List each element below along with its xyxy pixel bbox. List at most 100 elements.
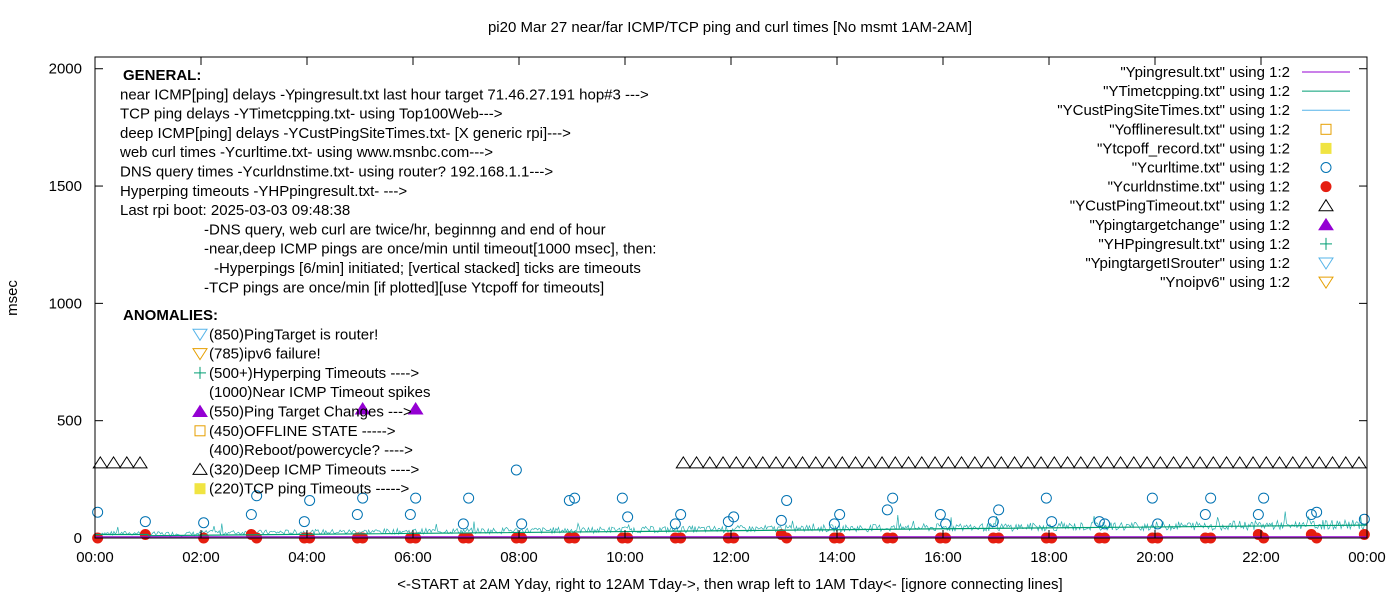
series-0-point <box>980 455 996 469</box>
legend: "Ypingresult.txt" using 1:2 "YTimetcpping… <box>1057 64 1350 291</box>
general-annotations: GENERAL: near ICMP[ping] delays -Ypingres… <box>119 67 656 296</box>
legend-entry: "Ynoipv6" using 1:2 <box>1160 274 1290 291</box>
series-2-point <box>1040 492 1052 504</box>
legend-entry: "Ycurltime.txt" using 1:2 <box>1132 160 1290 177</box>
series-2-point <box>887 492 899 504</box>
legend-swatch <box>1318 217 1334 231</box>
series-0-point <box>1099 455 1116 469</box>
series-2-point <box>881 504 893 516</box>
series-2-point <box>1093 516 1105 528</box>
anomalies-heading: ANOMALIES: <box>123 307 218 324</box>
x-tick-label: 00:00 <box>1348 549 1386 566</box>
y-tick-labels: 0 500 1000 1500 2000 <box>49 61 82 547</box>
series-0-point <box>1271 455 1288 469</box>
series-0-point <box>1311 455 1328 469</box>
y-tick-label: 1500 <box>49 178 82 195</box>
series-2-point <box>304 494 316 506</box>
series-2-point <box>198 517 210 529</box>
anomaly-marker <box>192 462 208 475</box>
legend-entry: "YpingtargetISrouter" using 1:2 <box>1085 255 1290 272</box>
series-2-point <box>675 509 687 521</box>
series-2-point <box>993 504 1005 516</box>
series-2-point <box>728 511 740 523</box>
series-2-point <box>245 509 257 521</box>
x-tick-label: 20:00 <box>1136 549 1174 566</box>
series-0-point <box>1178 455 1195 469</box>
y-axis-label: msec <box>4 280 21 316</box>
series-0-point <box>1019 455 1036 469</box>
series-0-point <box>1006 455 1023 469</box>
legend-entry: "YCustPingSiteTimes.txt" using 1:2 <box>1057 102 1290 119</box>
general-note: -Hyperpings [6/min] initiated; [vertical… <box>214 260 641 277</box>
series-2-point <box>1099 518 1111 530</box>
legend-entry: "YCustPingTimeout.txt" using 1:2 <box>1070 198 1290 215</box>
anomaly-note: (550)Ping Target Changes ---> <box>209 404 412 421</box>
series-2-point <box>1358 513 1370 525</box>
anomaly-marker <box>192 328 208 342</box>
series-2-point <box>934 509 946 521</box>
series-0-point <box>1245 455 1261 469</box>
series-0-point <box>887 455 904 469</box>
series-0-point <box>900 455 917 469</box>
series-0-point <box>1258 455 1275 469</box>
series-0-point <box>847 455 864 469</box>
legend-entry: "YTimetcpping.txt" using 1:2 <box>1103 83 1290 100</box>
series-0-point <box>834 455 851 469</box>
series-0-point <box>913 455 930 469</box>
series-1-point <box>407 402 424 415</box>
series-2-point <box>781 494 793 506</box>
legend-swatch <box>1318 276 1334 290</box>
anomaly-marker <box>194 366 206 379</box>
series-0-point <box>1324 455 1341 469</box>
series-0-point <box>807 455 824 469</box>
x-tick-label: 16:00 <box>924 549 962 566</box>
series-0-point <box>715 455 731 469</box>
series-0-point <box>1046 455 1063 469</box>
series-0-point <box>92 455 109 469</box>
x-tick-labels: 00:00 02:00 04:00 06:00 08:00 10:00 12:00 14:00… <box>76 549 1386 566</box>
series-0-point <box>1139 455 1155 469</box>
series-0-point <box>1165 455 1182 469</box>
anomaly-note: (320)Deep ICMP Timeouts ----> <box>209 461 419 478</box>
series-0-point <box>118 455 135 469</box>
general-note: Hyperping timeouts -YHPpingresult.txt- -… <box>120 183 407 200</box>
legend-swatch <box>1320 181 1332 193</box>
series-2-point <box>834 509 846 521</box>
series-2-point <box>463 492 475 504</box>
legend-entry: "YHPpingresult.txt" using 1:2 <box>1098 236 1290 253</box>
chart-title: pi20 Mar 27 near/far ICMP/TCP ping and c… <box>488 19 972 36</box>
series-2-point <box>569 492 581 504</box>
legend-entry: "Ytcpoff_record.txt" using 1:2 <box>1097 140 1290 157</box>
legend-swatch <box>1320 123 1332 135</box>
series-4-line <box>95 524 1368 537</box>
series-2-point <box>351 509 363 521</box>
axis-ticks <box>94 57 1368 539</box>
series-0-point <box>993 455 1010 469</box>
series-2-point <box>1305 509 1317 521</box>
series-0-point <box>1059 455 1076 469</box>
general-note: deep ICMP[ping] delays -YCustPingSiteTim… <box>120 125 571 142</box>
series-0-point <box>1192 455 1208 469</box>
legend-swatch <box>1320 237 1332 250</box>
general-note: -near,deep ICMP pings are once/min until… <box>204 241 656 258</box>
series-2-point <box>510 464 522 476</box>
series-2-point <box>457 518 469 530</box>
series-0-point <box>1125 455 1142 469</box>
series-2-point <box>987 516 999 528</box>
general-note: Last rpi boot: 2025-03-03 09:48:38 <box>120 202 350 219</box>
series-0-point <box>1284 455 1301 469</box>
series-2-point <box>775 514 787 526</box>
series-0-point <box>794 455 811 469</box>
legend-entry: "Yofflineresult.txt" using 1:2 <box>1109 121 1290 138</box>
anomaly-note: (850)PingTarget is router! <box>209 326 378 343</box>
series-0-point <box>1072 455 1089 469</box>
x-tick-label: 12:00 <box>712 549 750 566</box>
anomaly-note: (785)ipv6 failure! <box>209 346 321 363</box>
series-2-point <box>563 494 575 506</box>
series-0-point <box>728 455 745 469</box>
x-axis-label: <-START at 2AM Yday, right to 12AM Tday-… <box>397 576 1062 593</box>
series-0-point <box>1218 455 1235 469</box>
general-note: web curl times -Ycurltime.txt- using www… <box>119 144 493 161</box>
